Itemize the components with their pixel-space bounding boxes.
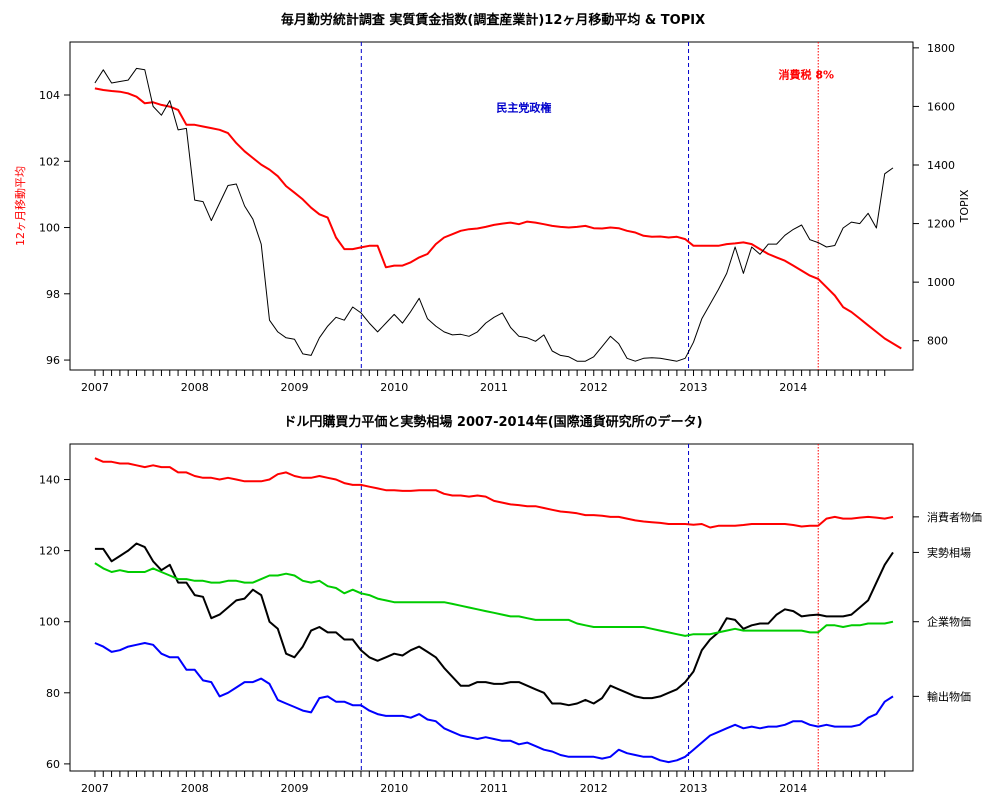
- democratic-party-annotation: 民主党政権: [496, 101, 551, 115]
- top-x-tick-label: 2013: [680, 381, 708, 394]
- bottom-plot-frame: [69, 443, 914, 772]
- top-left-y-axis: 96 98 100 102 104: [39, 89, 70, 367]
- top-series: [94, 67, 902, 362]
- series-label: 輸出物価: [927, 689, 971, 703]
- topix-series-line: [94, 67, 894, 362]
- series-label: 企業物価: [927, 615, 971, 629]
- top-x-tick-label: 2009: [280, 381, 308, 394]
- top-left-y-tick-label: 104: [39, 89, 60, 102]
- top-right-y-tick-label: 1200: [927, 218, 955, 231]
- bottom-chart-title: ドル円購買力平価と実勢相場 2007-2014年(国際通貨研究所のデータ): [283, 414, 702, 430]
- top-left-y-tick-label: 102: [39, 155, 60, 168]
- series-line-3: [94, 642, 894, 764]
- bottom-x-tick-label: 2014: [779, 782, 807, 795]
- bottom-x-tick-label: 2008: [181, 782, 209, 795]
- top-right-y-tick-label: 1600: [927, 100, 955, 113]
- top-left-y-tick-label: 98: [46, 288, 60, 301]
- top-panel: 毎月勤労統計調査 実質賃金指数(調査産業計)12ヶ月移動平均 & TOPIX 1…: [13, 12, 971, 394]
- top-right-y-tick-label: 1800: [927, 42, 955, 55]
- top-plot-frame: [69, 41, 914, 371]
- top-right-axis-label: TOPIX: [958, 189, 971, 223]
- top-x-tick-label: 2010: [380, 381, 408, 394]
- top-left-y-tick-label: 96: [46, 354, 60, 367]
- top-x-axis: 2007 2008 2009 2010 2011 2012 2013 2014: [81, 370, 886, 394]
- series-line-1: [94, 542, 894, 707]
- top-x-tick-label: 2011: [480, 381, 508, 394]
- series-line-2: [94, 562, 894, 637]
- top-left-y-tick-label: 100: [39, 222, 60, 235]
- series-line-0: [94, 457, 894, 529]
- bottom-x-tick-label: 2012: [580, 782, 608, 795]
- bottom-x-tick-label: 2010: [380, 782, 408, 795]
- top-left-axis-label: 12ヶ月移動平均: [13, 166, 27, 246]
- bottom-y-tick-label: 140: [39, 474, 60, 487]
- real-wage-series-line: [94, 87, 902, 350]
- bottom-y-tick-label: 120: [39, 545, 60, 558]
- top-reference-lines: [360, 42, 819, 370]
- top-right-y-axis: 800 1000 1200 1400 1600 1800: [913, 42, 955, 348]
- series-label: 実勢相場: [927, 545, 971, 559]
- bottom-x-tick-label: 2009: [280, 782, 308, 795]
- bottom-x-tick-label: 2011: [480, 782, 508, 795]
- bottom-y-tick-label: 100: [39, 616, 60, 629]
- top-x-tick-label: 2007: [81, 381, 109, 394]
- bottom-y-tick-label: 80: [46, 687, 60, 700]
- bottom-y-axis: 60 80 100 120 140: [39, 474, 70, 771]
- bottom-panel: ドル円購買力平価と実勢相場 2007-2014年(国際通貨研究所のデータ) 20…: [39, 414, 982, 795]
- consumption-tax-annotation: 消費税 8%: [778, 67, 834, 81]
- top-right-y-tick-label: 1400: [927, 159, 955, 172]
- series-label: 消費者物価: [927, 510, 982, 524]
- bottom-x-tick-label: 2007: [81, 782, 109, 795]
- top-x-tick-label: 2014: [779, 381, 807, 394]
- bottom-x-tick-label: 2013: [680, 782, 708, 795]
- top-x-tick-label: 2012: [580, 381, 608, 394]
- bottom-y-tick-label: 60: [46, 758, 60, 771]
- top-right-y-tick-label: 800: [927, 335, 948, 348]
- bottom-reference-lines: [360, 444, 819, 771]
- top-chart-title: 毎月勤労統計調査 実質賃金指数(調査産業計)12ヶ月移動平均 & TOPIX: [281, 12, 705, 28]
- top-x-tick-label: 2008: [181, 381, 209, 394]
- top-right-y-tick-label: 1000: [927, 276, 955, 289]
- bottom-series: [94, 457, 894, 764]
- bottom-x-axis: 2007 2008 2009 2010 2011 2012 2013 2014: [81, 771, 886, 795]
